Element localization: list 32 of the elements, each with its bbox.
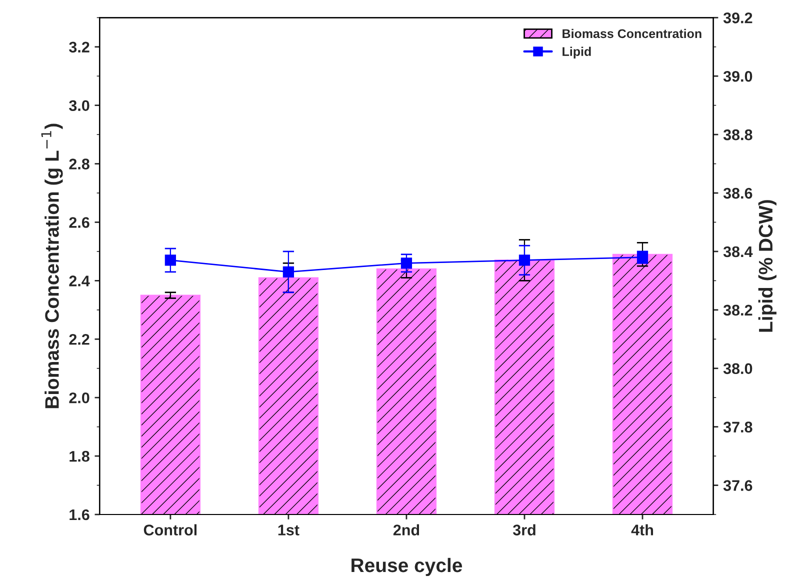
x-tick-label: Control [144,524,197,536]
y-axis-title: Biomass Concentration (g L$^{−1}$) [41,124,63,408]
y2-tick-label: 39.0 [723,70,752,82]
y-tick-label: 1.8 [70,450,90,462]
x-tick-label: 4th [631,524,654,536]
y-tick-label: 2.2 [69,334,90,345]
y2-tick-label: 38.0 [723,363,752,374]
y-tick-label: 1.6 [70,509,90,520]
point [282,266,294,278]
x-tick-label: 1st [278,524,300,536]
y-tick-label: 3.0 [69,100,90,112]
y-tick-label: 2.6 [69,217,90,228]
legend-label: Biomass Concentration [562,28,702,38]
y2-tick-label: 37.6 [723,480,752,491]
y2-tick-label: 37.8 [723,422,752,433]
x-tick-label: 3rd [512,524,536,536]
y-tick-label: 2.4 [69,276,90,286]
y2-tick-label: 39.2 [723,12,752,24]
legend-label: Lipid [562,46,591,58]
point [164,254,176,266]
x-axis-title: Reuse cycle [352,558,462,576]
x-tick-label: 2nd [393,524,420,536]
y2-axis-title: Lipid (% DCW) [758,200,776,332]
y2-tick-label: 38.2 [723,304,752,316]
point [400,258,412,269]
y-tick-label: 2.0 [69,392,90,404]
y2-tick-label: 38.4 [723,246,753,258]
y-tick-label: 2.8 [69,158,90,170]
y-tick-label: 3.2 [69,42,90,53]
y2-tick-label: 38.8 [723,129,752,140]
point [518,254,530,266]
y2-tick-label: 38.6 [723,188,752,199]
